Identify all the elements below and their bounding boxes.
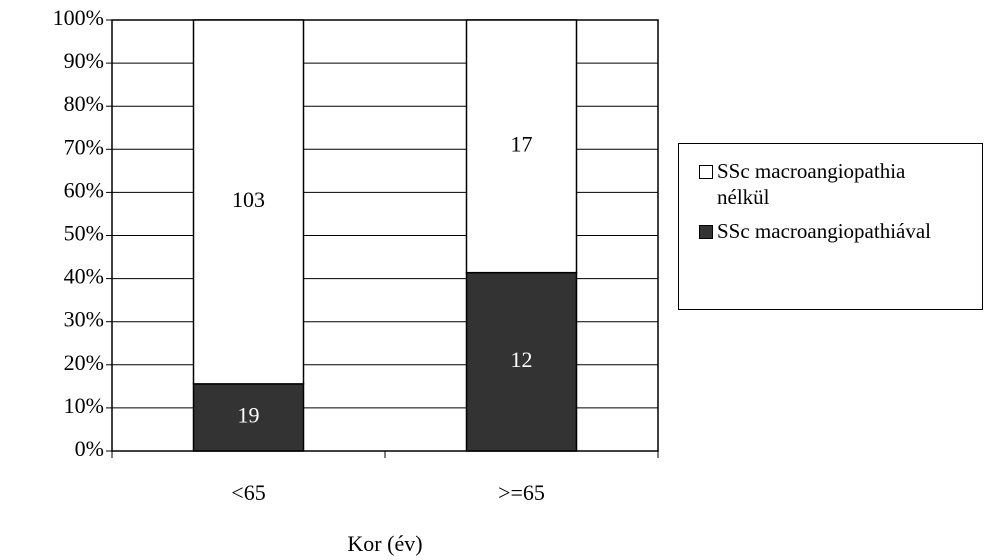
bar-segment [192,19,305,385]
y-tick-label: 20% [64,350,104,375]
x-tick-label: <65 [231,480,265,505]
legend-label: SSc macroangiopathia nélkül [717,159,906,209]
y-tick-label: 40% [64,264,104,289]
legend-swatch [699,165,713,179]
y-tick-label: 0% [75,436,104,461]
y-tick-label: 70% [64,134,104,159]
data-label: 12 [511,347,533,372]
x-tick-label: >=65 [498,480,545,505]
data-label: 103 [232,187,265,212]
y-tick-label: 30% [64,307,104,332]
legend-item: SSc macroangiopathia nélkül [699,158,974,210]
data-label: 17 [511,131,533,156]
bar-segment [192,383,305,452]
legend-item: SSc macroangiopathiával [699,218,974,244]
bar-segment [465,19,578,274]
x-axis-title: Kor (év) [347,531,422,556]
y-tick-label: 90% [64,48,104,73]
legend-label: SSc macroangiopathiával [717,219,932,243]
data-label: 19 [238,402,260,427]
y-tick-label: 10% [64,393,104,418]
bar-segment [465,271,578,452]
y-tick-label: 100% [53,5,104,30]
y-tick-label: 60% [64,177,104,202]
legend-swatch [699,225,713,239]
y-tick-label: 80% [64,91,104,116]
y-tick-label: 50% [64,221,104,246]
legend: SSc macroangiopathia nélkül SSc macroangi… [678,143,983,310]
